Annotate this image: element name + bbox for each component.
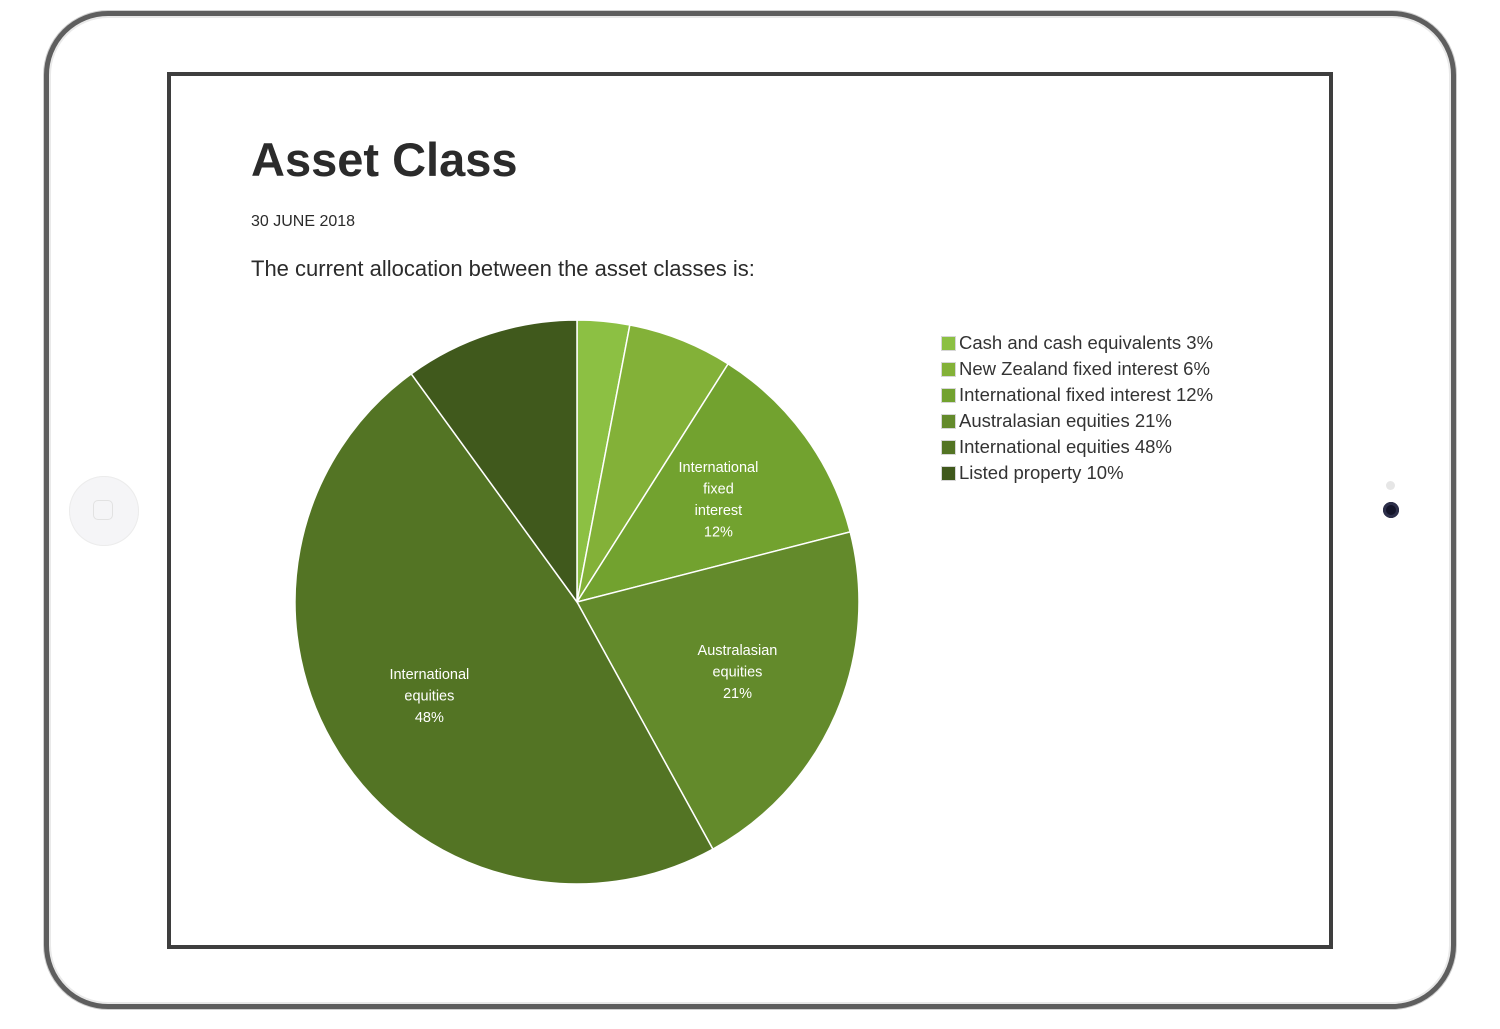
sensor-icon bbox=[1386, 481, 1395, 490]
legend-item-international-fixed-interest: International fixed interest 12% bbox=[941, 382, 1213, 408]
report-date: 30 JUNE 2018 bbox=[251, 213, 356, 230]
intro-text: The current allocation between the asset… bbox=[251, 256, 755, 281]
legend-label: Australasian equities 21% bbox=[959, 410, 1172, 431]
slice-label-international-equities: International equities 48% bbox=[389, 667, 469, 726]
legend-label: Cash and cash equivalents 3% bbox=[959, 332, 1214, 353]
legend-swatch bbox=[941, 439, 956, 455]
page-title: Asset Class bbox=[251, 133, 518, 186]
chart-legend: Cash and cash equivalents 3% New Zealand … bbox=[941, 330, 1213, 486]
pie-slice-listed-property bbox=[410, 319, 578, 605]
legend-swatch bbox=[941, 361, 956, 377]
legend-item-listed-property: Listed property 10% bbox=[941, 460, 1213, 486]
legend-item-australasian-equities: Australasian equities 21% bbox=[941, 408, 1213, 434]
legend-swatch bbox=[941, 387, 956, 403]
legend-swatch bbox=[941, 465, 956, 481]
camera-icon bbox=[1383, 502, 1399, 518]
legend-swatch bbox=[941, 413, 956, 429]
screen: Asset Class 30 JUNE 2018 The current all… bbox=[167, 72, 1333, 949]
legend-label: New Zealand fixed interest 6% bbox=[959, 358, 1210, 379]
pie-chart: International fixed interest 12% Australasia… bbox=[294, 319, 860, 885]
home-button[interactable] bbox=[69, 476, 139, 546]
pie-slice-international-equities bbox=[294, 372, 714, 885]
legend-item-new-zealand-fixed-interest: New Zealand fixed interest 6% bbox=[941, 356, 1213, 382]
legend-label: International equities 48% bbox=[959, 436, 1172, 457]
pie-slice-australasian-equities bbox=[575, 530, 860, 851]
legend-label: International fixed interest 12% bbox=[959, 384, 1214, 405]
slice-label-international-fixed-interest: International fixed interest 12% bbox=[679, 460, 759, 541]
legend-swatch bbox=[941, 335, 956, 351]
legend-item-international-equities: International equities 48% bbox=[941, 434, 1213, 460]
legend-item-cash-and-cash-equivalents: Cash and cash equivalents 3% bbox=[941, 330, 1213, 356]
legend-label: Listed property 10% bbox=[959, 462, 1124, 483]
home-square-icon bbox=[93, 500, 113, 520]
pie-slice-international-fixed-interest bbox=[575, 362, 852, 604]
slice-label-australasian-equities: Australasian equities 21% bbox=[698, 643, 778, 702]
